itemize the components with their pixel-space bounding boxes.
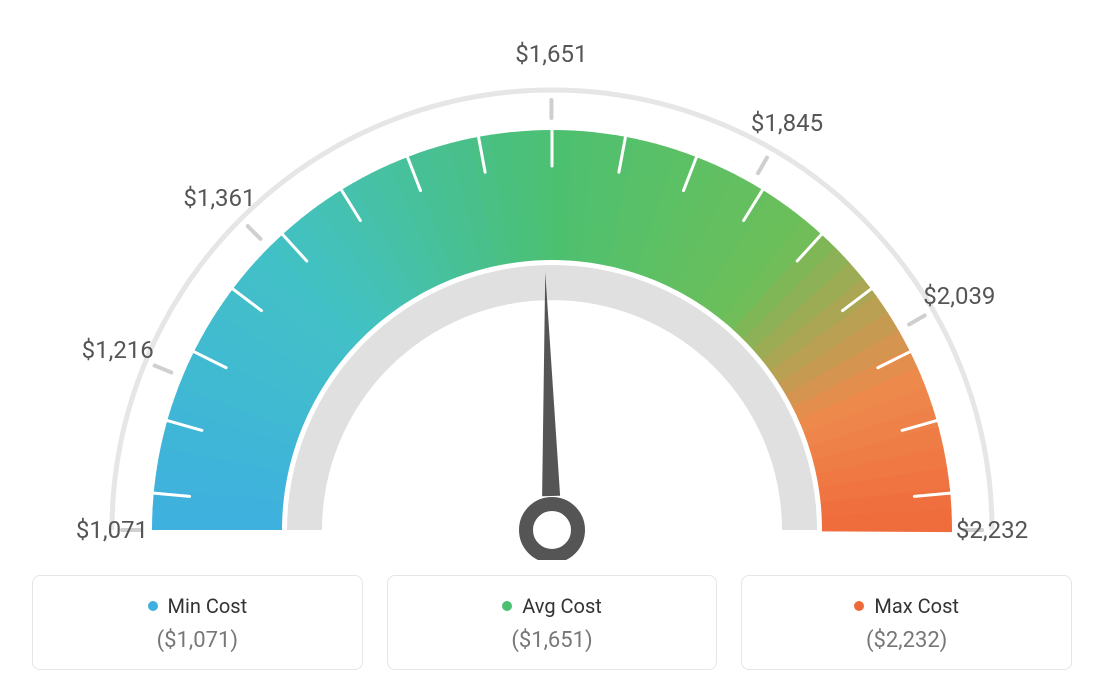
cost-gauge-chart: $1,071 $1,216 $1,361 $1,651 $1,845 $2,039 $2,2… [0,0,1104,690]
max-cost-title: Max Cost [854,594,959,618]
tick-label: $2,039 [923,282,995,310]
major-tick [155,366,172,373]
avg-cost-value: ($1,651) [408,628,697,653]
tick-label: $1,845 [751,109,823,137]
gauge-area: $1,071 $1,216 $1,361 $1,651 $1,845 $2,039 $2,2… [0,0,1104,560]
tick-label: $1,361 [183,184,255,212]
avg-dot-icon [502,601,512,611]
needle-hub-inner [537,515,567,545]
max-cost-label: Max Cost [874,594,959,618]
min-cost-label: Min Cost [168,594,248,618]
max-dot-icon [854,601,864,611]
major-tick [909,316,925,325]
gauge-needle [542,272,560,496]
max-cost-card: Max Cost ($2,232) [741,575,1072,670]
cost-cards-row: Min Cost ($1,071) Avg Cost ($1,651) Max … [0,575,1104,670]
min-cost-title: Min Cost [148,594,248,618]
tick-label: $1,651 [515,40,587,68]
major-tick [758,158,767,174]
min-dot-icon [148,601,158,611]
avg-cost-card: Avg Cost ($1,651) [387,575,718,670]
gauge-svg [0,0,1104,560]
min-cost-card: Min Cost ($1,071) [32,575,363,670]
max-cost-value: ($2,232) [762,628,1051,653]
tick-label: $1,071 [76,516,148,544]
avg-cost-title: Avg Cost [502,594,602,618]
tick-label: $2,232 [956,516,1028,544]
tick-label: $1,216 [82,336,154,364]
avg-cost-label: Avg Cost [522,594,602,618]
major-tick [248,226,261,239]
min-cost-value: ($1,071) [53,628,342,653]
